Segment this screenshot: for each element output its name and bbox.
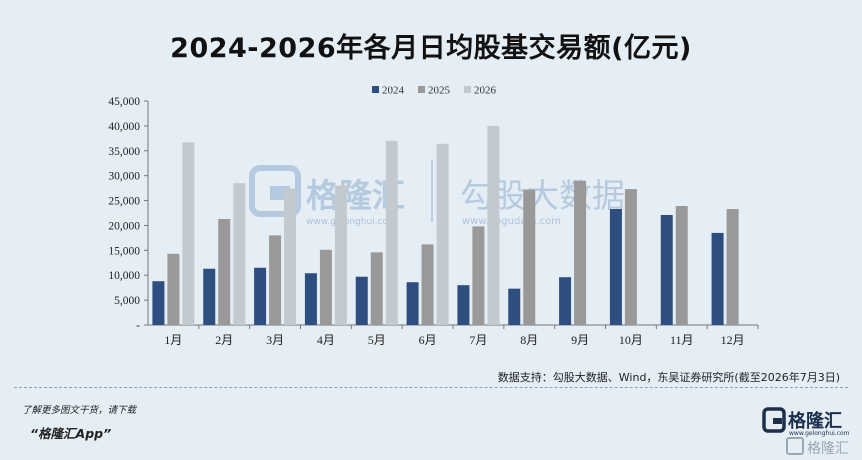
y-tick-label: 5,000: [114, 295, 140, 307]
legend-label-2025: 2025: [428, 85, 451, 97]
bar-2025-11: [675, 206, 688, 325]
watermark-partner-text: 勾股大数据: [460, 176, 625, 215]
y-tick-label: 30,000: [108, 171, 140, 183]
y-tick-label: 10,000: [108, 270, 140, 282]
x-tick-label: 10月: [619, 333, 643, 347]
x-tick-label: 2月: [215, 333, 233, 347]
legend-label-2026: 2026: [474, 85, 497, 97]
bar-2025-3: [269, 235, 282, 325]
y-tick-label: 35,000: [108, 146, 140, 158]
bar-2024-5: [355, 276, 368, 325]
bar-chart: 格隆汇 www.gelonghui.com 勾股大数据 www.gogudata…: [108, 85, 759, 347]
bar-2024-2: [203, 268, 216, 325]
x-tick-label: 1月: [164, 333, 182, 347]
x-tick-label: 8月: [520, 333, 538, 347]
y-tick-label: 20,000: [108, 220, 140, 232]
legend-swatch-2025: [418, 86, 425, 93]
bar-2024-10: [609, 209, 622, 325]
chart-title: 2024-2026年各月日均股基交易额(亿元): [170, 33, 692, 64]
bar-2025-7: [472, 226, 485, 325]
bar-2025-9: [574, 180, 587, 325]
brand-logo[interactable]: 格隆汇 www.gelonghui.com: [762, 403, 854, 439]
watermark-brand-url: www.gelonghui.com: [306, 217, 397, 227]
bar-2024-7: [457, 285, 470, 325]
bar-2026-6: [436, 143, 449, 325]
bar-2025-10: [624, 189, 637, 325]
y-tick-label: 15,000: [108, 245, 140, 257]
bar-2024-1: [152, 281, 165, 325]
bar-2024-8: [508, 288, 521, 325]
bar-2024-12: [711, 232, 724, 325]
bar-2026-1: [182, 142, 195, 325]
x-tick-label: 11月: [670, 333, 694, 347]
bar-2025-6: [421, 244, 434, 325]
y-tick-label: -: [136, 320, 140, 332]
bar-2024-4: [304, 273, 317, 325]
divider: [14, 387, 848, 388]
bar-2026-2: [233, 183, 246, 325]
bar-2025-1: [167, 253, 180, 325]
bar-2026-7: [487, 125, 500, 325]
bar-2025-8: [523, 189, 536, 325]
legend-label-2024: 2024: [382, 85, 405, 97]
x-tick-label: 4月: [317, 333, 335, 347]
corner-watermark: 格隆汇: [786, 437, 849, 458]
y-tick-label: 25,000: [108, 196, 140, 208]
promo-text: 了解更多图文干货，请下载: [22, 405, 137, 416]
corner-watermark-text: 格隆汇: [807, 441, 849, 457]
bar-2024-3: [254, 267, 267, 325]
bar-2024-9: [559, 277, 572, 325]
bar-2026-4: [334, 185, 347, 325]
watermark-partner-url: www.gogudata.com: [462, 216, 561, 227]
promo-app-name: “格隆汇App”: [30, 426, 112, 441]
bar-2025-12: [726, 209, 739, 325]
y-tick-label: 45,000: [108, 96, 140, 108]
bar-2024-6: [406, 282, 419, 325]
x-tick-label: 3月: [266, 333, 284, 347]
brand-logo-text: 格隆汇: [788, 411, 842, 432]
x-tick-label: 6月: [419, 333, 437, 347]
x-tick-label: 9月: [571, 333, 589, 347]
bar-2026-3: [284, 188, 297, 325]
bar-2025-5: [370, 252, 383, 325]
x-tick-label: 7月: [469, 333, 487, 347]
x-tick-label: 12月: [721, 333, 745, 347]
brand-logo-url: www.gelonghui.com: [789, 430, 850, 437]
bar-2026-5: [385, 140, 398, 325]
gelonghui-logo-icon: [762, 407, 786, 433]
source-note: 数据支持：勾股大数据、Wind，东吴证券研究所(截至2026年7月3日): [497, 371, 840, 384]
corner-logo-icon: [786, 437, 804, 455]
bar-2024-11: [660, 214, 673, 325]
bar-2025-4: [319, 249, 332, 325]
x-tick-label: 5月: [368, 333, 386, 347]
legend-swatch-2024: [372, 86, 379, 93]
legend-swatch-2026: [464, 86, 471, 93]
plot-area: - 5,000 10,000 15,000 20,000 25,000 30,000 35,0…: [108, 96, 759, 347]
legend: 2024 2025 2026: [372, 85, 497, 97]
bar-2025-2: [218, 218, 231, 325]
y-tick-label: 40,000: [108, 121, 140, 133]
